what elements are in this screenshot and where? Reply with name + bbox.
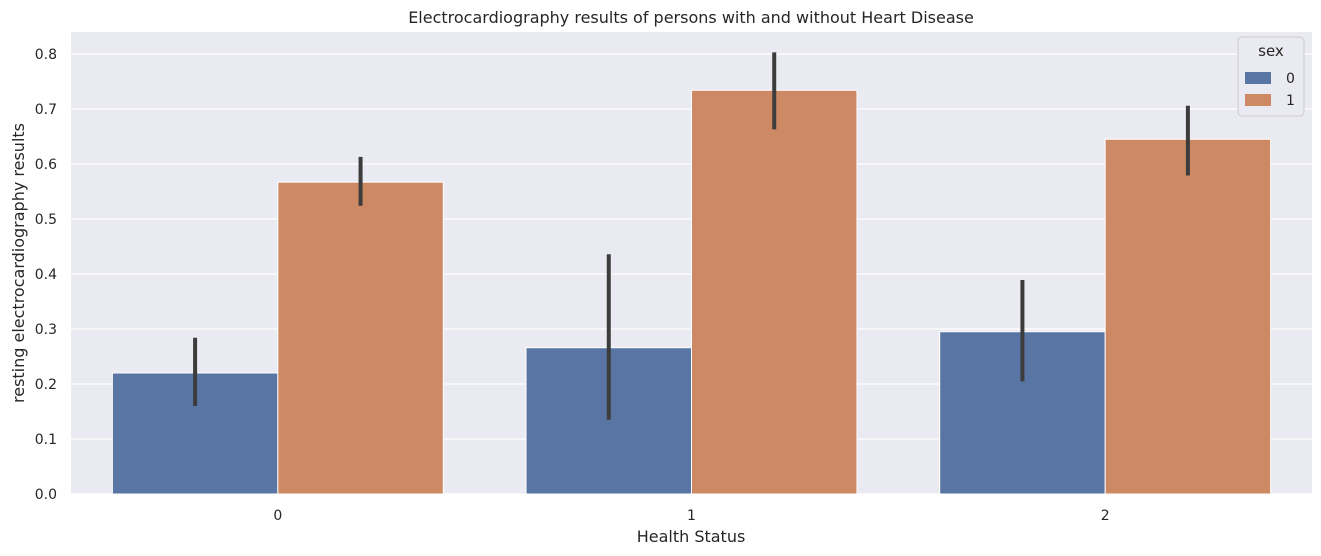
x-tick-label: 1 [687, 508, 696, 524]
y-tick-label: 0.1 [35, 432, 57, 448]
legend[interactable]: sex 01 [1237, 36, 1305, 117]
y-tick-label: 0.8 [35, 47, 57, 63]
legend-label: 0 [1286, 71, 1295, 87]
y-tick-labels: 0.0 0.1 0.2 0.3 0.4 0.5 0.6 0.7 0.8 [35, 47, 57, 503]
x-tick-label: 2 [1101, 508, 1110, 524]
legend-swatch [1245, 72, 1271, 84]
y-tick-label: 0.4 [35, 267, 57, 283]
bar-sex-1-status-1[interactable] [691, 89, 858, 495]
y-tick-label: 0.3 [35, 322, 57, 338]
legend-label: 1 [1286, 93, 1295, 109]
bar-sex-1-status-2[interactable] [1104, 138, 1272, 495]
y-tick-label: 0.2 [35, 377, 57, 393]
legend-title: sex [1258, 42, 1284, 60]
y-tick-label: 0.7 [35, 102, 57, 118]
x-tick-labels: 0 1 2 [273, 508, 1109, 524]
bar-sex-1-status-0[interactable] [277, 181, 444, 495]
legend-items: 01 [1245, 71, 1295, 109]
y-tick-label: 0.0 [35, 487, 57, 503]
legend-swatch [1245, 94, 1271, 106]
y-tick-label: 0.5 [35, 212, 57, 228]
x-axis-label: Health Status [637, 527, 746, 546]
y-tick-label: 0.6 [35, 157, 57, 173]
x-tick-label: 0 [273, 508, 282, 524]
chart-title: Electrocardiography results of persons w… [408, 8, 974, 27]
y-axis-label: resting electrocardiography results [9, 123, 28, 403]
error-bars [193, 52, 1190, 420]
